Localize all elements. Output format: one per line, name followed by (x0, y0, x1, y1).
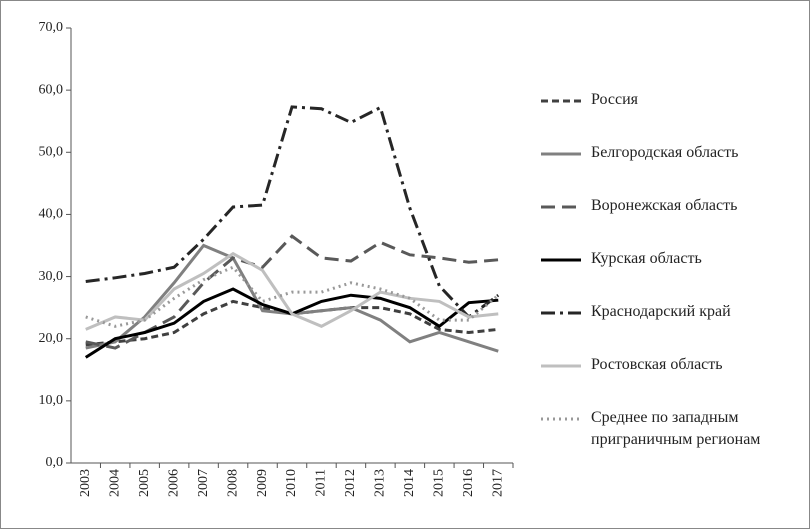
y-tick-label: 50,0 (39, 145, 64, 160)
x-tick-label: 2004 (107, 469, 122, 497)
x-tick-label: 2016 (461, 469, 476, 497)
legend-swatch (541, 205, 581, 209)
x-tick-label: 2017 (490, 469, 505, 497)
y-tick-label: 40,0 (39, 207, 64, 222)
y-tick-label: 70,0 (39, 20, 64, 35)
x-tick-label: 2003 (78, 469, 93, 497)
legend-label: Белгородская область (591, 144, 739, 161)
series-line (85, 243, 499, 353)
legend-label: Среднее по западным приграничным региона… (591, 409, 761, 448)
legend-swatch (541, 258, 581, 262)
legend-label: Россия (591, 91, 639, 108)
series-line (85, 105, 500, 319)
series-line (85, 299, 499, 347)
legend-item: Воронежская область (539, 191, 809, 244)
legend-item: Россия (539, 85, 809, 138)
plot-area: 0,0 10,0 20,0 30,0 40,0 50,0 60,0 70,0 2003 2004 2… (39, 20, 514, 497)
legend: Россия Белгородская область Воронежская об… (539, 85, 809, 456)
legend-swatch (541, 99, 581, 103)
x-tick-label: 2013 (373, 469, 388, 497)
x-tick-label: 2010 (284, 469, 299, 497)
legend-label: Курская область (591, 250, 702, 267)
legend-item: Краснодарский край (539, 297, 809, 350)
series-line (85, 251, 499, 331)
x-tick-label: 2011 (314, 469, 329, 496)
x-tick-label: 2008 (225, 469, 240, 497)
legend-label: Воронежская область (591, 197, 738, 214)
y-tick-label: 30,0 (39, 269, 64, 284)
legend-swatch (541, 364, 581, 368)
x-tick-label: 2005 (137, 469, 152, 497)
y-tick-label: 10,0 (39, 393, 64, 408)
legend-swatch (541, 152, 581, 156)
series-line (84, 287, 499, 359)
x-tick-label: 2014 (402, 469, 417, 497)
legend-item: Курская область (539, 244, 809, 297)
y-tick-label: 20,0 (39, 331, 64, 346)
legend-item: Ростовская область (539, 350, 809, 403)
x-tick-label: 2007 (196, 469, 211, 497)
x-tick-label: 2015 (432, 469, 447, 497)
x-tick-label: 2009 (255, 469, 270, 497)
legend-label: Ростовская область (591, 356, 723, 373)
legend-label: Краснодарский край (591, 303, 731, 320)
x-tick-label: 2012 (343, 469, 358, 497)
y-tick-label: 60,0 (39, 82, 64, 97)
legend-item: Среднее по западным приграничным региона… (539, 403, 809, 456)
legend-swatch (541, 311, 581, 315)
series-line (85, 234, 499, 350)
legend-swatch (541, 417, 581, 421)
x-tick-label: 2006 (166, 469, 181, 497)
legend-item: Белгородская область (539, 138, 809, 191)
y-tick-label: 0,0 (46, 455, 64, 470)
series-line (85, 265, 500, 328)
